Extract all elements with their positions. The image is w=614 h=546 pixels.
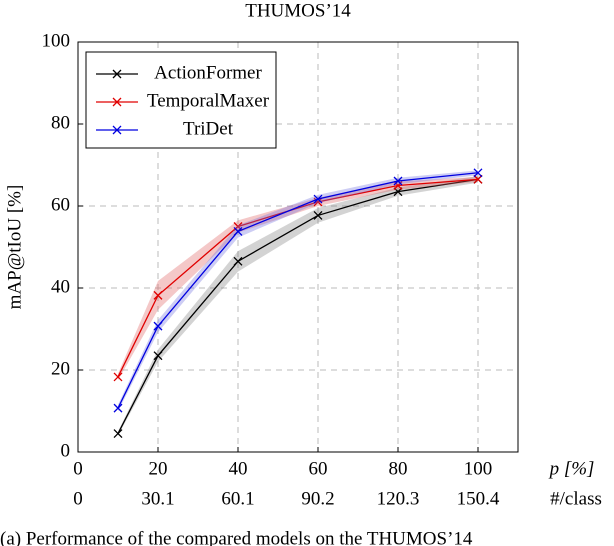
x-tick-label-2: 120.3 xyxy=(377,488,420,509)
x-tick-label-2: 150.4 xyxy=(457,488,500,509)
marker xyxy=(153,351,163,361)
x-tick-label: 20 xyxy=(149,458,168,479)
marker xyxy=(313,210,323,220)
legend-box xyxy=(85,51,277,149)
marker xyxy=(393,176,403,186)
y-tick-label: 80 xyxy=(51,112,70,133)
marker xyxy=(113,372,123,382)
x-tick-label-2: 0 xyxy=(73,488,83,509)
x-tick-label-2: 90.2 xyxy=(301,488,334,509)
series-line xyxy=(117,178,479,434)
x-tick-label-2: 60.1 xyxy=(221,488,254,509)
x-axis-label: p [%] xyxy=(548,458,595,479)
marker xyxy=(473,168,483,178)
legend-label: TemporalMaxer xyxy=(147,90,270,111)
marker xyxy=(233,226,243,236)
marker xyxy=(113,403,123,413)
legend-marker xyxy=(112,97,122,107)
x-tick-label: 100 xyxy=(464,458,493,479)
series-line xyxy=(117,172,479,409)
y-tick-label: 40 xyxy=(51,276,70,297)
y-tick-label: 0 xyxy=(61,440,71,461)
plot-frame xyxy=(77,41,519,453)
legend-label: TriDet xyxy=(183,118,234,139)
marker xyxy=(153,290,163,300)
marker xyxy=(473,174,483,184)
y-tick-label: 20 xyxy=(51,358,70,379)
legend-marker xyxy=(112,125,122,135)
x-tick-label: 40 xyxy=(229,458,248,479)
marker xyxy=(313,194,323,204)
x-axis-label-2: #/class xyxy=(550,488,602,509)
y-axis-label: mAP@tIoU [%] xyxy=(4,185,25,310)
error-band xyxy=(118,170,478,412)
marker xyxy=(113,429,123,439)
x-tick-label: 60 xyxy=(309,458,328,479)
x-tick-label: 80 xyxy=(389,458,408,479)
y-tick-label: 100 xyxy=(42,30,71,51)
y-tick-label: 60 xyxy=(51,194,70,215)
chart-title: THUMOS’14 xyxy=(245,0,351,21)
x-tick-label: 0 xyxy=(73,458,83,479)
caption: (a) Performance of the compared models o… xyxy=(0,528,473,546)
series-line xyxy=(117,178,479,378)
x-tick-label-2: 30.1 xyxy=(141,488,174,509)
marker xyxy=(153,321,163,331)
legend-marker xyxy=(112,69,122,79)
error-band xyxy=(118,176,478,436)
error-band xyxy=(118,176,478,381)
legend-label: ActionFormer xyxy=(154,62,262,83)
marker xyxy=(313,197,323,207)
marker xyxy=(233,256,243,266)
